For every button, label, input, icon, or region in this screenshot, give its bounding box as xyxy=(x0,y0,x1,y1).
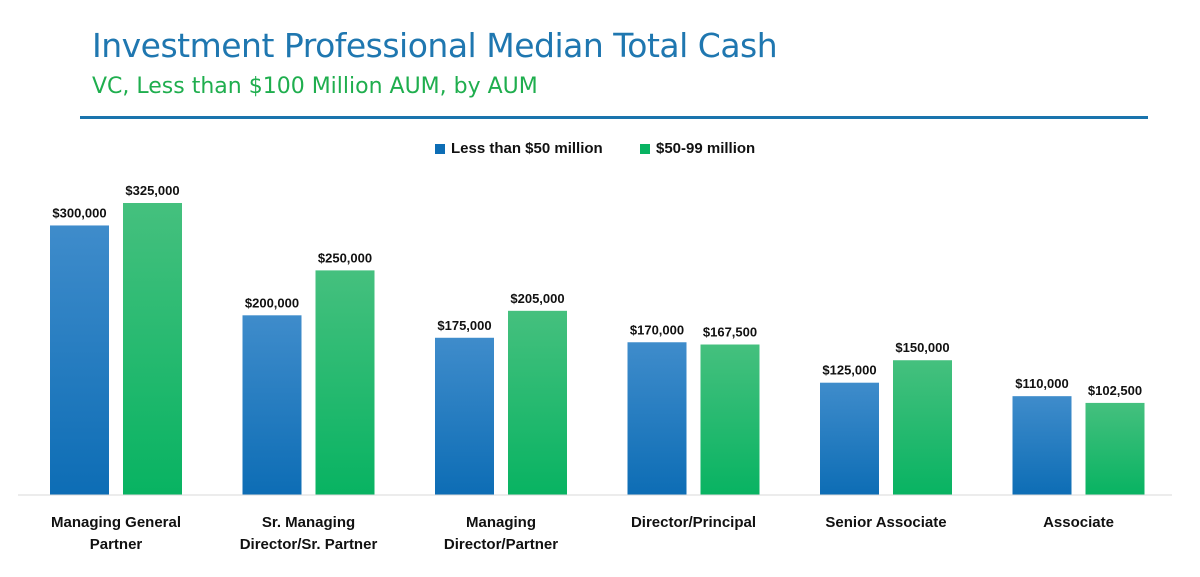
bar-50-99m-0 xyxy=(123,203,182,495)
data-label-50-99m-4: $150,000 xyxy=(895,340,949,355)
bar-50-99m-4 xyxy=(893,360,952,495)
data-label-50-99m-3: $167,500 xyxy=(703,325,757,340)
category-label-1: Sr. Managing Director/Sr. Partner xyxy=(240,514,378,553)
category-label-0: Managing General Partner xyxy=(51,514,181,553)
bar-50-99m-3 xyxy=(700,344,760,495)
bar-50-99m-1 xyxy=(315,270,375,495)
legend-item-less-than-50m: Less than $50 million xyxy=(435,140,603,157)
bar-less-than-50m-5 xyxy=(1012,396,1072,495)
legend-swatch-less-than-50m xyxy=(435,143,445,154)
bar-less-than-50m-3 xyxy=(627,342,687,495)
bar-less-than-50m-0 xyxy=(50,225,109,495)
bar-less-than-50m-1 xyxy=(242,315,302,495)
data-label-less-than-50m-3: $170,000 xyxy=(630,322,684,337)
legend-label-50-99m: $50-99 million xyxy=(656,140,756,157)
chart-subtitle: VC, Less than $100 Million AUM, by AUM xyxy=(92,74,538,99)
data-label-50-99m-2: $205,000 xyxy=(510,291,564,306)
data-label-less-than-50m-5: $110,000 xyxy=(1015,376,1069,391)
bar-less-than-50m-2 xyxy=(435,337,494,495)
category-label-3: Director/Principal xyxy=(631,514,756,531)
bar-50-99m-5 xyxy=(1085,402,1145,495)
chart-title: Investment Professional Median Total Cas… xyxy=(92,26,778,65)
data-label-less-than-50m-1: $200,000 xyxy=(245,295,299,310)
legend-label-less-than-50m: Less than $50 million xyxy=(451,140,603,157)
data-label-50-99m-5: $102,500 xyxy=(1088,383,1142,398)
category-label-5: Associate xyxy=(1043,514,1114,531)
legend-item-50-99m: $50-99 million xyxy=(640,140,755,157)
category-label-2: Managing Director/Partner xyxy=(444,514,558,553)
bar-50-99m-2 xyxy=(508,310,567,495)
data-label-less-than-50m-2: $175,000 xyxy=(437,318,491,333)
title-divider xyxy=(80,116,1148,119)
data-label-less-than-50m-0: $300,000 xyxy=(52,205,106,220)
data-label-50-99m-0: $325,000 xyxy=(125,183,179,198)
category-label-4: Senior Associate xyxy=(825,514,946,531)
legend: Less than $50 million $50-99 million xyxy=(0,140,1200,162)
bar-less-than-50m-4 xyxy=(820,382,879,495)
data-label-50-99m-1: $250,000 xyxy=(318,250,372,265)
legend-swatch-50-99m xyxy=(640,143,650,154)
data-label-less-than-50m-4: $125,000 xyxy=(822,363,876,378)
